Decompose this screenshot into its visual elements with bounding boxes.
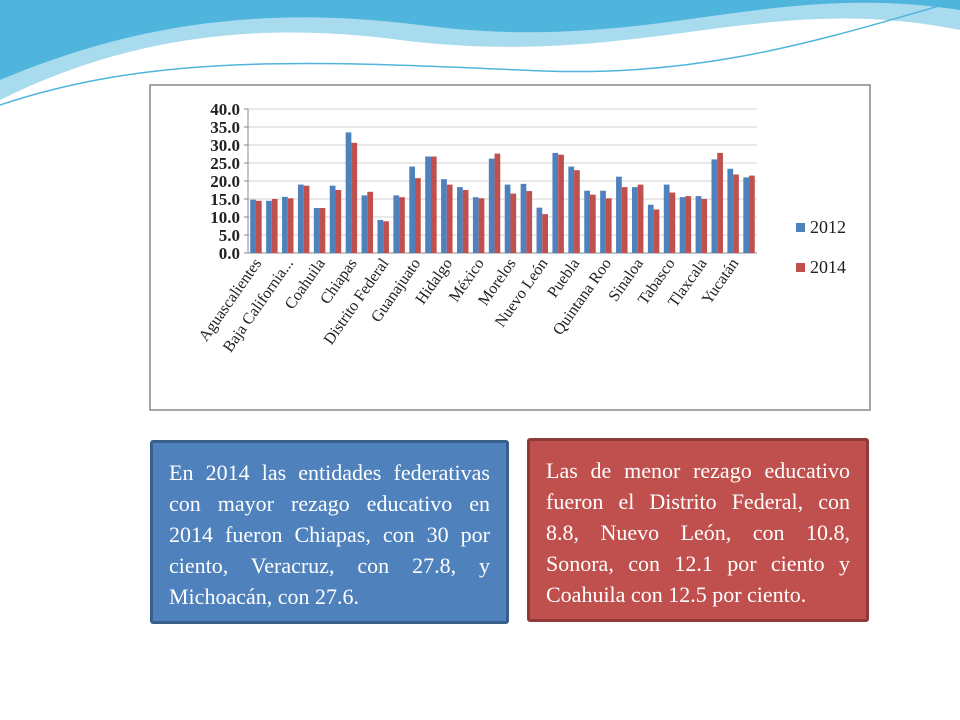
bar (462, 190, 469, 253)
y-tick-label: 25.0 (210, 154, 240, 173)
bar (383, 221, 389, 253)
bar (679, 197, 686, 253)
bar (266, 200, 272, 253)
y-tick-label: 30.0 (210, 136, 240, 155)
bar (255, 200, 262, 253)
text-box: En 2014 las entidades federativas con ma… (150, 440, 509, 624)
bar (250, 199, 256, 253)
decoration (0, 0, 960, 100)
y-tick-label: 5.0 (219, 226, 240, 245)
bar (271, 199, 278, 253)
bar (430, 156, 437, 253)
bar (695, 196, 702, 253)
bar (749, 175, 755, 253)
bar (663, 184, 670, 253)
bar (282, 196, 288, 253)
bar (733, 174, 739, 253)
bar (313, 208, 320, 253)
bar (441, 179, 447, 253)
bar (303, 185, 310, 253)
legend-swatch (796, 223, 805, 232)
bar (287, 198, 294, 253)
legend-label: 2012 (810, 217, 846, 237)
decoration (0, 0, 960, 80)
bar (647, 204, 654, 253)
y-tick-label: 20.0 (210, 172, 240, 191)
bar (399, 197, 405, 253)
bar (335, 190, 342, 253)
bar (589, 194, 596, 253)
bar (653, 209, 660, 253)
bar (584, 190, 590, 253)
bar (319, 208, 326, 253)
bar (536, 207, 543, 253)
bar (367, 191, 374, 253)
bar (558, 154, 564, 253)
bar (621, 187, 628, 253)
bar (425, 156, 431, 253)
decoration (0, 0, 960, 106)
bar (526, 191, 533, 253)
bar (297, 184, 304, 253)
bar (415, 178, 421, 253)
bar (727, 168, 734, 253)
bar (377, 219, 384, 253)
bar (631, 187, 638, 253)
bar (504, 184, 511, 253)
y-tick-label: 10.0 (210, 208, 240, 227)
bar (743, 177, 750, 253)
bar (361, 195, 368, 253)
bar (351, 142, 358, 253)
bar (345, 132, 352, 253)
bar (637, 184, 644, 253)
y-tick-label: 40.0 (210, 100, 240, 119)
bar (701, 199, 708, 253)
text-box: Las de menor rezago educativo fueron el … (527, 438, 869, 622)
bar (717, 152, 723, 253)
bar (329, 185, 336, 253)
legend-swatch (796, 263, 805, 272)
y-tick-label: 15.0 (210, 190, 240, 209)
bar (393, 195, 400, 253)
bar (542, 214, 548, 253)
bar (488, 158, 495, 253)
bar (494, 153, 501, 253)
bar (457, 187, 463, 253)
bar (478, 198, 485, 253)
bar (600, 190, 606, 253)
bar (510, 193, 517, 253)
bar (711, 159, 718, 253)
y-tick-label: 0.0 (219, 244, 240, 263)
bar (685, 196, 692, 253)
bar (574, 170, 580, 253)
bar (616, 176, 622, 253)
bar (409, 166, 416, 253)
bar (472, 197, 479, 253)
y-tick-label: 35.0 (210, 118, 240, 137)
bar (605, 198, 612, 253)
bar (446, 184, 453, 253)
bar (552, 152, 559, 253)
legend-label: 2014 (810, 257, 846, 277)
bar (568, 166, 575, 253)
bar (520, 183, 527, 253)
bar (669, 192, 676, 253)
